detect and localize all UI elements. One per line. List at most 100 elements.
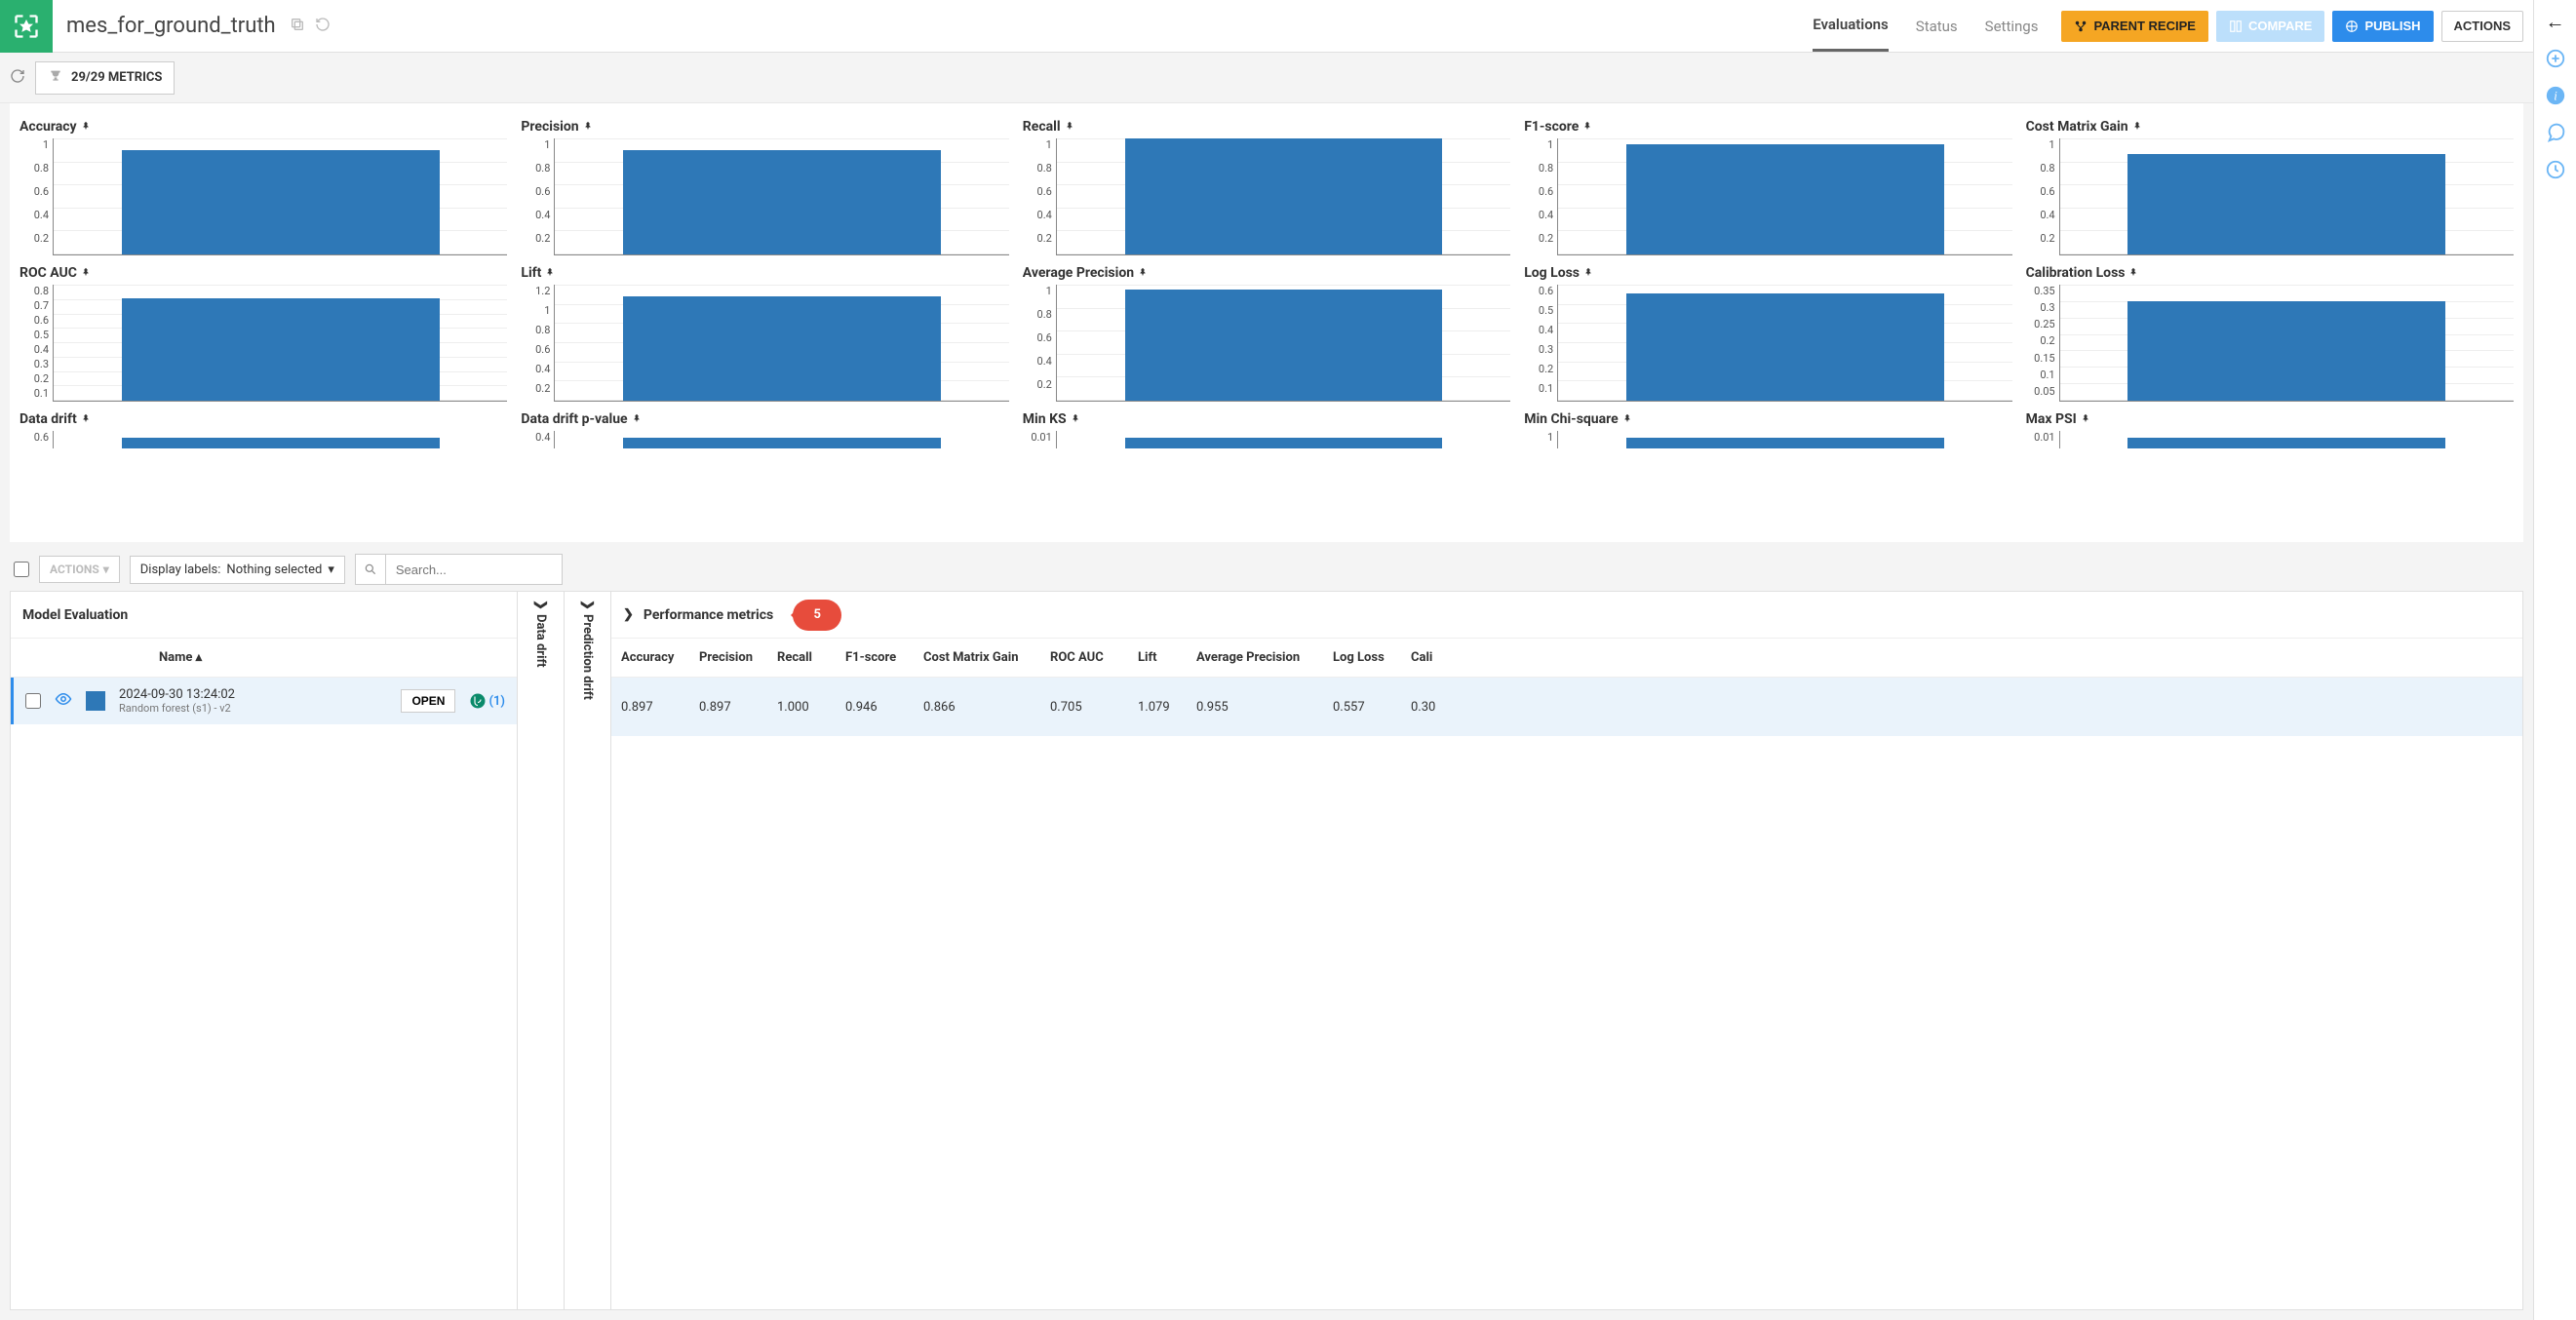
refresh-metrics-icon[interactable] xyxy=(10,68,25,88)
chat-icon[interactable] xyxy=(2544,121,2567,144)
select-all-checkbox[interactable] xyxy=(14,562,29,577)
perf-col-average-precision[interactable]: Average Precision xyxy=(1187,650,1323,665)
color-swatch xyxy=(86,691,105,711)
pin-icon[interactable] xyxy=(632,412,642,427)
chart-title-text: Recall xyxy=(1023,119,1061,135)
display-labels-prefix: Display labels: xyxy=(140,563,221,577)
open-button[interactable]: OPEN xyxy=(401,689,455,713)
chart-max-psi: Max PSI 0.01 xyxy=(2026,411,2514,448)
chart-log-loss: Log Loss 0.60.50.40.30.20.1 xyxy=(1524,265,2011,402)
model-subtitle: Random forest (s1) - v2 xyxy=(119,702,387,715)
compare-label: COMPARE xyxy=(2248,19,2312,33)
chevron-right-icon[interactable]: ❯ xyxy=(623,607,634,622)
compare-button[interactable]: COMPARE xyxy=(2216,11,2324,42)
pin-icon[interactable] xyxy=(1582,120,1592,135)
publish-button[interactable]: PUBLISH xyxy=(2332,11,2433,42)
refresh-icon[interactable] xyxy=(315,17,331,36)
pin-icon[interactable] xyxy=(2081,412,2090,427)
caret-down-icon: ▾ xyxy=(103,563,109,576)
perf-value: 0.955 xyxy=(1187,700,1323,715)
pin-icon[interactable] xyxy=(1583,266,1593,281)
right-rail: ← i xyxy=(2533,0,2576,1320)
perf-col-accuracy[interactable]: Accuracy xyxy=(611,650,689,665)
chart-min-chi-square: Min Chi-square 1 xyxy=(1524,411,2011,448)
pin-icon[interactable] xyxy=(1065,120,1074,135)
model-date: 2024-09-30 13:24:02 xyxy=(119,687,387,702)
header: mes_for_ground_truth EvaluationsStatusSe… xyxy=(0,0,2533,53)
perf-col-cost-matrix-gain[interactable]: Cost Matrix Gain xyxy=(914,650,1040,665)
chevron-down-icon: ❯ xyxy=(580,600,595,610)
chart-title-text: ROC AUC xyxy=(20,265,77,281)
chart-average-precision: Average Precision 10.80.60.40.2 xyxy=(1023,265,1510,402)
chart-title-text: Max PSI xyxy=(2026,411,2077,427)
header-tab-status[interactable]: Status xyxy=(1916,0,1958,52)
chart-cost-matrix-gain: Cost Matrix Gain 10.80.60.40.2 xyxy=(2026,119,2514,255)
perf-col-cali[interactable]: Cali xyxy=(1401,650,1450,665)
publish-label: PUBLISH xyxy=(2364,19,2420,33)
perf-value: 0.557 xyxy=(1323,700,1401,715)
svg-text:i: i xyxy=(2554,90,2557,103)
perf-col-f1-score[interactable]: F1-score xyxy=(836,650,914,665)
pin-icon[interactable] xyxy=(583,120,593,135)
pin-icon[interactable] xyxy=(81,412,91,427)
chart-title-text: Log Loss xyxy=(1524,265,1580,281)
pin-icon[interactable] xyxy=(2132,120,2142,135)
perf-col-roc-auc[interactable]: ROC AUC xyxy=(1040,650,1128,665)
header-tab-settings[interactable]: Settings xyxy=(1985,0,2039,52)
perf-value: 1.000 xyxy=(767,700,836,715)
add-icon[interactable] xyxy=(2544,47,2567,70)
chart-accuracy: Accuracy 10.80.60.40.2 xyxy=(20,119,507,255)
chart-calibration-loss: Calibration Loss 0.350.30.250.20.150.10.… xyxy=(2026,265,2514,402)
visibility-icon[interactable] xyxy=(55,690,72,712)
info-icon[interactable]: i xyxy=(2544,84,2567,107)
back-icon[interactable]: ← xyxy=(2544,10,2567,33)
header-actions-button[interactable]: ACTIONS xyxy=(2441,11,2524,42)
perf-col-lift[interactable]: Lift xyxy=(1128,650,1187,665)
perf-value: 0.866 xyxy=(914,700,1040,715)
trophy-icon xyxy=(48,68,63,88)
pin-icon[interactable] xyxy=(1071,412,1080,427)
chart-title-text: Average Precision xyxy=(1023,265,1134,281)
table-actions-button[interactable]: ACTIONS ▾ xyxy=(39,556,120,583)
model-row[interactable]: 2024-09-30 13:24:02 Random forest (s1) -… xyxy=(11,678,517,724)
branch-badge[interactable]: (1) xyxy=(469,692,505,710)
header-actions-label: ACTIONS xyxy=(2454,19,2512,33)
copy-icon[interactable] xyxy=(290,17,305,36)
perf-value: 0.705 xyxy=(1040,700,1128,715)
app-logo[interactable] xyxy=(0,0,53,53)
history-icon[interactable] xyxy=(2544,158,2567,181)
name-column-header[interactable]: Name ▴ xyxy=(159,650,202,665)
performance-pane: ❯ Performance metrics 5 AccuracyPrecisio… xyxy=(611,592,2522,1309)
header-tab-evaluations[interactable]: Evaluations xyxy=(1813,0,1889,52)
chart-title-text: Min Chi-square xyxy=(1524,411,1619,427)
chart-data-drift: Data drift 0.6 xyxy=(20,411,507,448)
chart-roc-auc: ROC AUC 0.80.70.60.50.40.30.20.1 xyxy=(20,265,507,402)
pin-icon[interactable] xyxy=(2128,266,2138,281)
drift-col-prediction-drift[interactable]: ❯ Prediction drift xyxy=(565,592,611,1309)
pin-icon[interactable] xyxy=(545,266,555,281)
row-checkbox[interactable] xyxy=(25,693,41,709)
callout-badge: 5 xyxy=(793,600,841,631)
perf-col-log-loss[interactable]: Log Loss xyxy=(1323,650,1401,665)
pin-icon[interactable] xyxy=(1622,412,1632,427)
chart-recall: Recall 10.80.60.40.2 xyxy=(1023,119,1510,255)
perf-col-precision[interactable]: Precision xyxy=(689,650,767,665)
metrics-count-badge[interactable]: 29/29 METRICS xyxy=(35,61,175,95)
table-actions-label: ACTIONS xyxy=(50,563,99,576)
performance-header: Performance metrics xyxy=(644,607,773,623)
pin-icon[interactable] xyxy=(81,120,91,135)
chevron-down-icon: ❯ xyxy=(533,600,548,610)
chart-f1-score: F1-score 10.80.60.40.2 xyxy=(1524,119,2011,255)
perf-col-recall[interactable]: Recall xyxy=(767,650,836,665)
drift-col-data-drift[interactable]: ❯ Data drift xyxy=(518,592,565,1309)
pin-icon[interactable] xyxy=(81,266,91,281)
chart-title-text: Precision xyxy=(521,119,578,135)
search-input[interactable] xyxy=(386,557,562,583)
parent-recipe-button[interactable]: PARENT RECIPE xyxy=(2061,11,2208,42)
chart-data-drift-p-value: Data drift p-value 0.4 xyxy=(521,411,1008,448)
parent-recipe-label: PARENT RECIPE xyxy=(2093,19,2196,33)
perf-value: 0.946 xyxy=(836,700,914,715)
pin-icon[interactable] xyxy=(1138,266,1148,281)
perf-value: 0.897 xyxy=(611,700,689,715)
display-labels-select[interactable]: Display labels: Nothing selected ▾ xyxy=(130,556,345,584)
